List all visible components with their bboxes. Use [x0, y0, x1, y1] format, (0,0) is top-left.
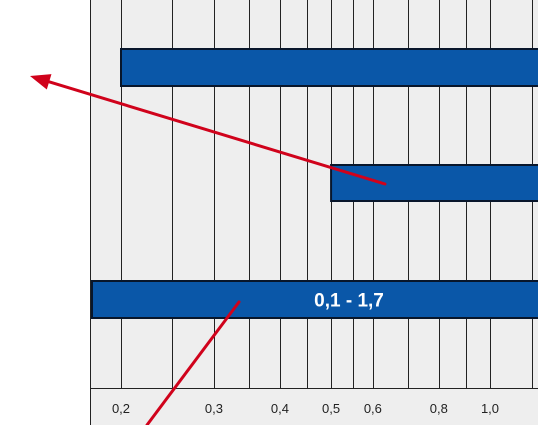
arrowhead	[30, 74, 52, 90]
range-bar	[91, 280, 538, 319]
x-tick-label: 0,2	[112, 401, 130, 416]
annotation-arrow	[145, 300, 241, 425]
annotation-arrows	[30, 74, 387, 425]
x-tick-label: 0,6	[364, 401, 382, 416]
annotation-arrow	[47, 80, 387, 186]
x-tick-label: 0,5	[322, 401, 340, 416]
range-bar	[120, 48, 538, 87]
range-bar	[330, 164, 538, 202]
bars: 0,1 - 1,7	[91, 48, 538, 319]
x-tick-label: 0,4	[271, 401, 289, 416]
x-tick-label: 0,8	[430, 401, 448, 416]
bar-label: 0,1 - 1,7	[314, 291, 384, 312]
x-tick-label: 0,3	[205, 401, 223, 416]
tick-labels: 0,2 0,3 0,4 0,5 0,6 0,8 1,0	[112, 401, 499, 416]
x-tick-label: 1,0	[481, 401, 499, 416]
